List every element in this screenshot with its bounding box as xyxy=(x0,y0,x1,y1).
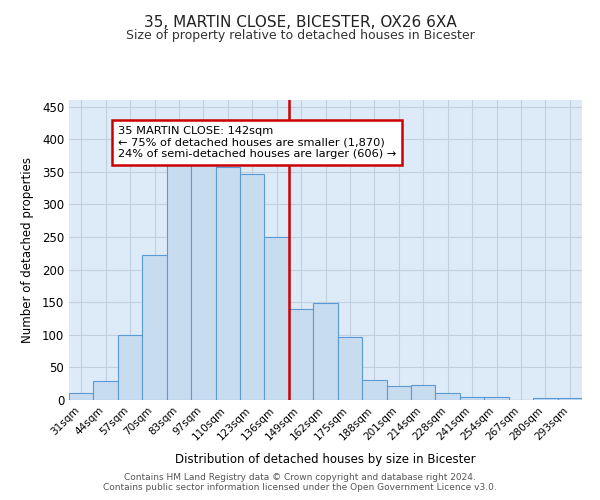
Bar xyxy=(240,174,265,400)
Bar xyxy=(69,394,94,400)
Bar xyxy=(411,385,436,400)
Bar xyxy=(167,164,191,400)
Bar xyxy=(386,386,411,400)
Text: 35, MARTIN CLOSE, BICESTER, OX26 6XA: 35, MARTIN CLOSE, BICESTER, OX26 6XA xyxy=(143,15,457,30)
Text: 35 MARTIN CLOSE: 142sqm
← 75% of detached houses are smaller (1,870)
24% of semi: 35 MARTIN CLOSE: 142sqm ← 75% of detache… xyxy=(118,126,396,160)
Y-axis label: Number of detached properties: Number of detached properties xyxy=(20,157,34,343)
Bar xyxy=(215,167,240,400)
Bar xyxy=(265,237,289,400)
Bar xyxy=(289,308,313,400)
Bar xyxy=(436,393,460,400)
Text: Contains public sector information licensed under the Open Government Licence v3: Contains public sector information licen… xyxy=(103,484,497,492)
Bar xyxy=(142,255,167,400)
Bar xyxy=(338,336,362,400)
Bar xyxy=(118,336,142,400)
Text: Contains HM Land Registry data © Crown copyright and database right 2024.: Contains HM Land Registry data © Crown c… xyxy=(124,472,476,482)
Bar xyxy=(557,398,582,400)
Bar xyxy=(191,162,215,400)
Bar xyxy=(533,398,557,400)
Bar xyxy=(460,398,484,400)
Bar xyxy=(362,380,386,400)
Bar xyxy=(94,381,118,400)
Text: Size of property relative to detached houses in Bicester: Size of property relative to detached ho… xyxy=(125,29,475,42)
Bar xyxy=(484,396,509,400)
X-axis label: Distribution of detached houses by size in Bicester: Distribution of detached houses by size … xyxy=(175,453,476,466)
Bar xyxy=(313,303,338,400)
